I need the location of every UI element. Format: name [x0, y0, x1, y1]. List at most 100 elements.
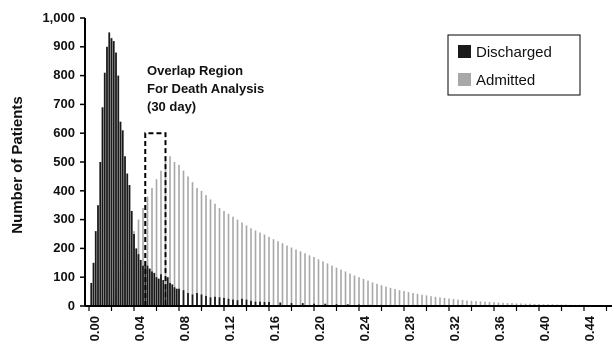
admitted-bar — [250, 228, 252, 306]
admitted-bar — [191, 182, 194, 306]
x-tick-label: 0.44 — [582, 315, 597, 341]
discharged-bar — [166, 277, 169, 306]
x-tick-label: 0.08 — [177, 316, 192, 341]
legend-swatch-discharged — [458, 45, 471, 58]
admitted-bar — [182, 170, 185, 306]
admitted-bar — [425, 295, 428, 306]
admitted-bar — [218, 208, 221, 306]
admitted-bar — [506, 303, 509, 306]
discharged-bar — [135, 248, 138, 306]
admitted-bar — [470, 300, 473, 306]
admitted-bar — [277, 241, 279, 306]
discharged-bar — [101, 107, 104, 306]
admitted-bar — [443, 297, 446, 306]
discharged-bar — [205, 295, 207, 306]
y-tick-label: 600 — [53, 125, 75, 140]
x-tick-label: 0.28 — [402, 316, 417, 341]
admitted-bar — [484, 301, 486, 306]
legend-label-admitted: Admitted — [476, 72, 535, 89]
discharged-bar — [139, 259, 142, 306]
admitted-bar — [232, 216, 234, 306]
x-tick-label: 0.24 — [357, 315, 372, 341]
y-tick-label: 400 — [53, 183, 75, 198]
y-tick-label: 800 — [53, 67, 75, 82]
discharged-bar — [191, 294, 194, 306]
discharged-bar — [214, 296, 216, 306]
discharged-bar — [227, 298, 230, 306]
discharged-bar — [162, 280, 165, 306]
discharged-bar — [324, 303, 327, 306]
discharged-bar — [182, 290, 185, 306]
admitted-bar — [349, 273, 351, 306]
admitted-bar — [173, 162, 176, 306]
discharged-bar — [155, 277, 158, 306]
discharged-bar — [279, 302, 282, 306]
legend-label-discharged: Discharged — [476, 44, 552, 61]
discharged-bar — [175, 288, 178, 306]
x-tick-label: 0.32 — [447, 316, 462, 341]
discharged-bar — [196, 293, 198, 306]
discharged-bar — [119, 121, 122, 307]
admitted-bar — [412, 293, 414, 306]
discharged-bar — [142, 265, 144, 306]
admitted-bar — [448, 298, 450, 306]
x-tick-label: 0.40 — [537, 316, 552, 341]
admitted-bar — [340, 269, 342, 306]
admitted-bar — [421, 294, 423, 306]
discharged-bar — [110, 38, 113, 306]
admitted-bar — [205, 195, 207, 306]
admitted-bar — [268, 236, 270, 306]
admitted-bar — [529, 303, 531, 306]
admitted-bar — [317, 259, 320, 306]
discharged-bar — [160, 274, 162, 306]
discharged-bar — [103, 72, 106, 306]
discharged-bar — [108, 32, 111, 307]
discharged-bar — [133, 234, 135, 306]
admitted-bar — [335, 267, 338, 306]
discharged-bar — [187, 293, 189, 306]
admitted-bar — [313, 257, 315, 306]
admitted-bar — [430, 296, 432, 306]
x-tick-label: 0.12 — [222, 316, 237, 341]
admitted-bar — [493, 302, 495, 306]
discharged-bar — [241, 298, 243, 306]
admitted-bar — [178, 164, 180, 306]
admitted-bar — [407, 292, 410, 306]
admitted-bar — [169, 156, 171, 306]
admitted-bar — [367, 280, 369, 306]
legend: Discharged Admitted — [447, 34, 581, 96]
admitted-bar — [245, 225, 248, 306]
admitted-bar — [416, 293, 419, 306]
admitted-bar — [434, 296, 437, 306]
admitted-bar — [403, 291, 405, 306]
y-tick-label: 200 — [53, 240, 75, 255]
admitted-bar — [376, 283, 378, 306]
admitted-bar — [461, 299, 464, 306]
x-tick-label: 0.36 — [492, 316, 507, 341]
admitted-bar — [304, 253, 306, 306]
discharged-bar — [92, 262, 95, 306]
admitted-bar — [466, 300, 468, 306]
legend-swatch-admitted — [458, 73, 471, 86]
admitted-bar — [272, 239, 275, 306]
admitted-bar — [488, 301, 491, 306]
discharged-bar — [128, 185, 131, 306]
y-tick-marks — [80, 17, 85, 307]
discharged-bar — [148, 268, 151, 306]
admitted-bar — [155, 179, 158, 306]
discharged-bar — [290, 303, 293, 306]
admitted-bar — [326, 263, 329, 306]
annotation-line-1: Overlap Region — [147, 63, 243, 78]
admitted-bar — [209, 199, 212, 306]
y-tick-label: 700 — [53, 96, 75, 111]
admitted-bar — [511, 303, 513, 306]
x-tick-label: 0.20 — [312, 316, 327, 341]
admitted-bar — [142, 208, 144, 306]
annotation-line-2: For Death Analysis — [147, 81, 264, 96]
y-tick-label: 100 — [53, 269, 75, 284]
admitted-bar — [358, 277, 360, 306]
admitted-bar — [281, 243, 284, 306]
discharged-bar — [209, 297, 212, 306]
discharged-bar — [115, 52, 117, 307]
discharged-bar — [171, 284, 174, 306]
